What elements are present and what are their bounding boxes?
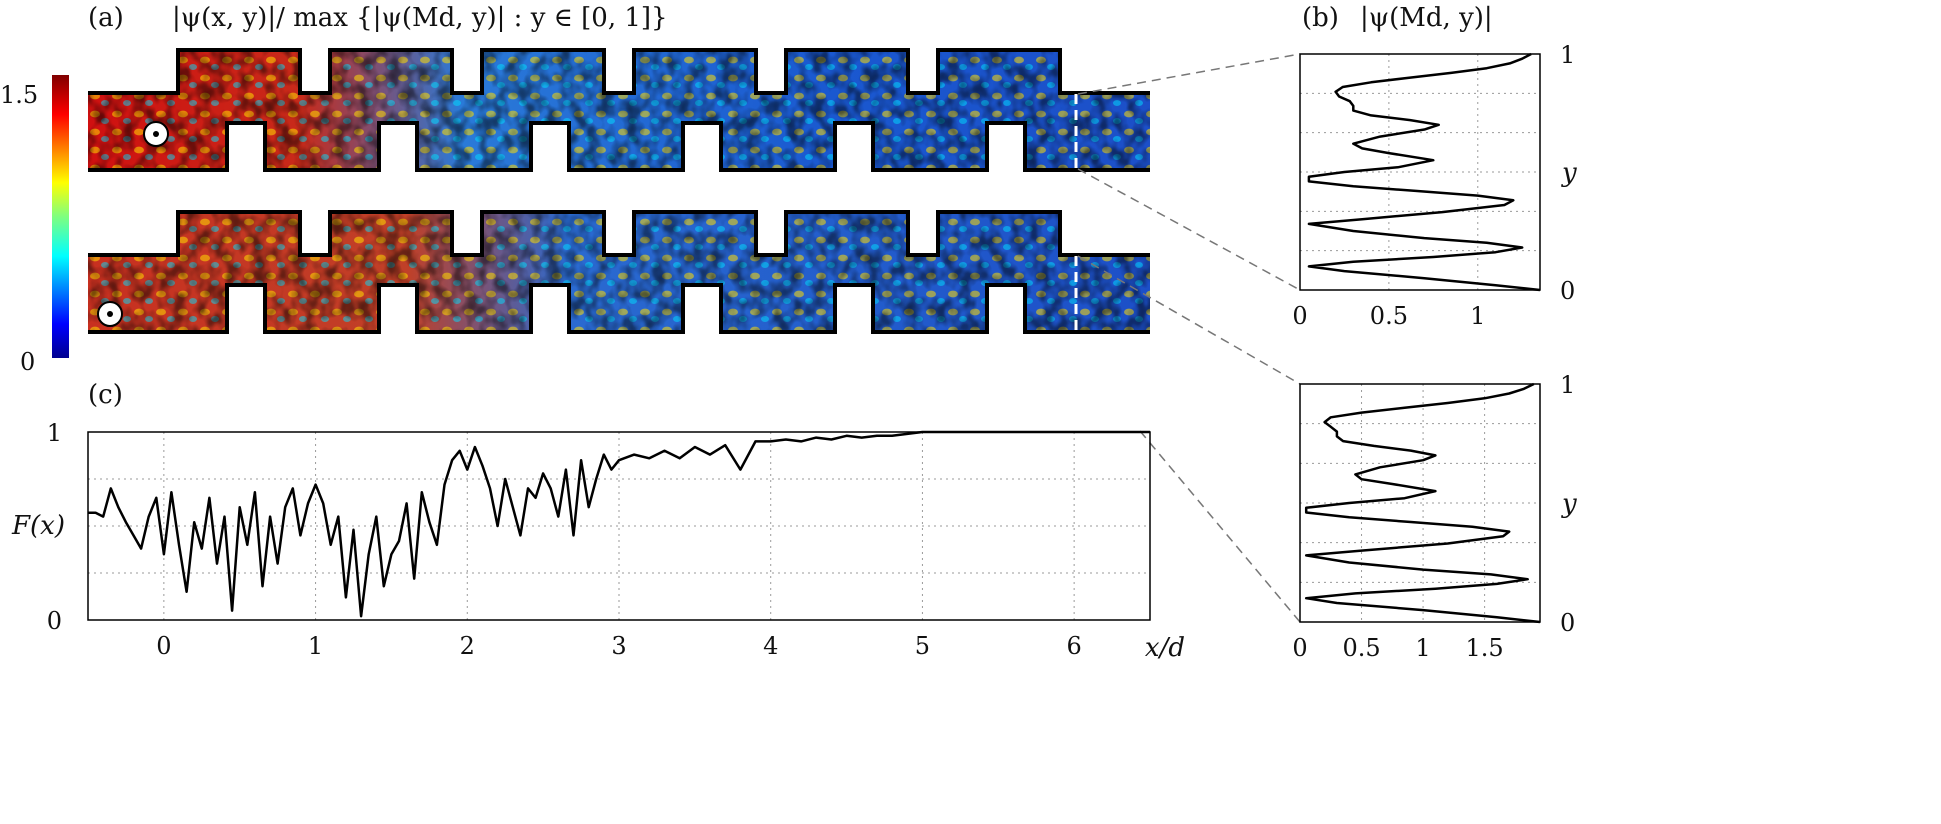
x-tick-label: 0.5 [1342,634,1380,662]
x-tick-label: 1.5 [1466,634,1504,662]
profile-line [1304,382,1541,624]
x-tick-label: 0.5 [1370,302,1408,330]
x-tick-label: 0 [1292,302,1307,330]
connector-lines [1077,53,1301,623]
waveguide-outline-bottom [88,210,1150,334]
chart-fidelity: 0 1 2 3 4 5 6 0 1 x/d F(x) [11,419,1185,663]
x-tick-label: 0 [156,632,171,660]
y-axis-label: y [1561,158,1577,188]
panel-a-title: |ψ(x, y)|/ max {|ψ(Md, y)| : y ∈ [0, 1]} [172,3,668,33]
x-tick-label: 4 [763,632,778,660]
y-tick-label: 1 [1560,371,1575,399]
profile-line [1307,52,1541,292]
x-tick-label: 6 [1067,632,1082,660]
heatmap-bottom [88,210,1150,334]
x-tick-label: 3 [611,632,626,660]
x-tick-label: 1 [1470,302,1485,330]
y-tick-label: 1 [47,419,62,447]
fidelity-line [88,430,1150,618]
y-axis-label: y [1561,489,1577,519]
x-axis-label: x/d [1145,633,1185,663]
plot-frame [1299,383,1541,623]
chart-profile-bottom: 0 0.5 1 1.5 0 1 y [1292,371,1577,662]
plot-frame [87,431,1151,621]
waveguide-outline-top [88,48,1150,172]
x-tick-label: 5 [915,632,930,660]
y-tick-label: 0 [1560,277,1575,305]
plot-frame [1299,53,1541,291]
x-tick-label: 1 [308,632,323,660]
chart-profile-top: 0 0.5 1 0 1 y [1292,41,1577,330]
heatmap-top [88,48,1150,172]
x-tick-label: 0 [1292,634,1307,662]
y-tick-label: 1 [1560,41,1575,69]
y-axis-label: F(x) [11,511,65,541]
colorbar [52,75,69,358]
panel-b-title: |ψ(Md, y)| [1360,3,1493,33]
x-tick-label: 2 [460,632,475,660]
colorbar-max-label: 1.5 [0,81,38,109]
x-tick-label: 1 [1415,634,1430,662]
panel-a-label: (a) [88,3,124,33]
panel-c-label: (c) [88,380,123,410]
y-tick-label: 0 [47,607,62,635]
colorbar-min-label: 0 [20,348,35,376]
y-tick-label: 0 [1560,609,1575,637]
panel-b-label: (b) [1302,3,1339,33]
